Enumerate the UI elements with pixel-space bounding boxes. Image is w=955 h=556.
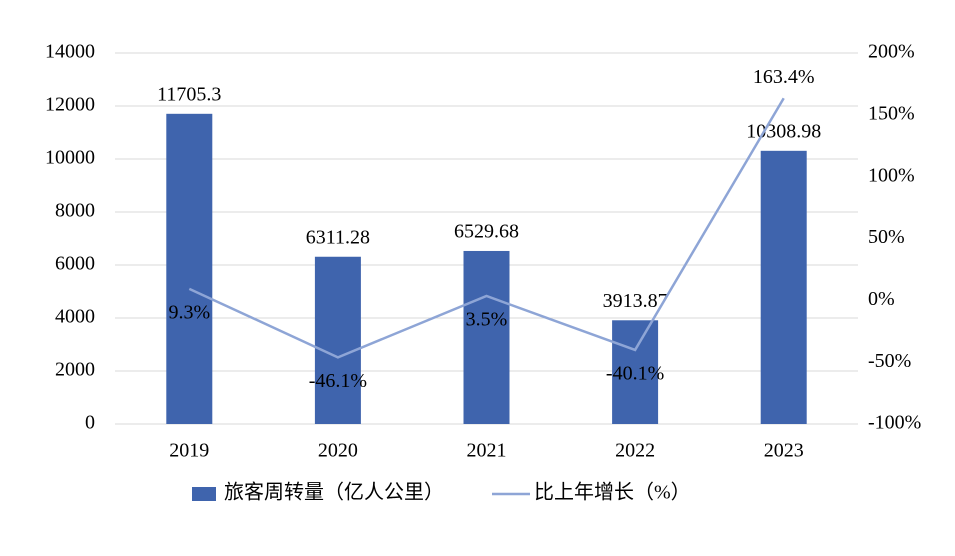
line-value-label: -40.1%	[606, 363, 664, 385]
x-tick-label: 2023	[764, 440, 804, 462]
bar-value-label: 6529.68	[454, 221, 519, 243]
x-tick-label: 2020	[318, 440, 358, 462]
legend-label: 旅客周转量（亿人公里）	[224, 481, 444, 504]
y-tick-label: 12000	[45, 94, 95, 116]
bar	[760, 150, 807, 425]
y2-tick-label: 200%	[868, 41, 915, 63]
x-tick-label: 2021	[467, 440, 507, 462]
bar	[463, 250, 510, 424]
y-tick-label: 4000	[55, 306, 95, 328]
bar-value-label: 3913.87	[603, 290, 668, 312]
line	[188, 97, 785, 359]
x-tick-label: 2019	[169, 440, 209, 462]
y2-tick-label: 50%	[868, 226, 905, 248]
x-tick-label: 2022	[615, 440, 655, 462]
line-value-label: -46.1%	[309, 370, 367, 392]
legend-label: 比上年增长（%）	[534, 481, 691, 504]
y-tick-label: 0	[85, 412, 95, 434]
bar-value-label: 11705.3	[157, 83, 221, 105]
y2-tick-label: 150%	[868, 102, 915, 124]
bar	[314, 256, 361, 424]
line-value-label: 163.4%	[753, 66, 815, 88]
y2-tick-label: 100%	[868, 164, 915, 186]
y2-tick-label: -100%	[868, 412, 921, 434]
y-tick-label: 2000	[55, 359, 95, 381]
y2-tick-label: 0%	[868, 288, 895, 310]
line-value-label: 9.3%	[168, 301, 210, 323]
y-tick-label: 6000	[55, 253, 95, 275]
bar	[612, 320, 659, 424]
bar-value-label: 10308.98	[746, 120, 821, 142]
bar	[166, 113, 213, 425]
bar-value-label: 6311.28	[306, 226, 370, 248]
y-tick-label: 10000	[45, 147, 95, 169]
y2-tick-label: -50%	[868, 350, 911, 372]
y-tick-label: 14000	[45, 41, 95, 63]
legend-swatch	[192, 487, 216, 501]
line-value-label: 3.5%	[466, 309, 508, 331]
y-tick-label: 8000	[55, 200, 95, 222]
